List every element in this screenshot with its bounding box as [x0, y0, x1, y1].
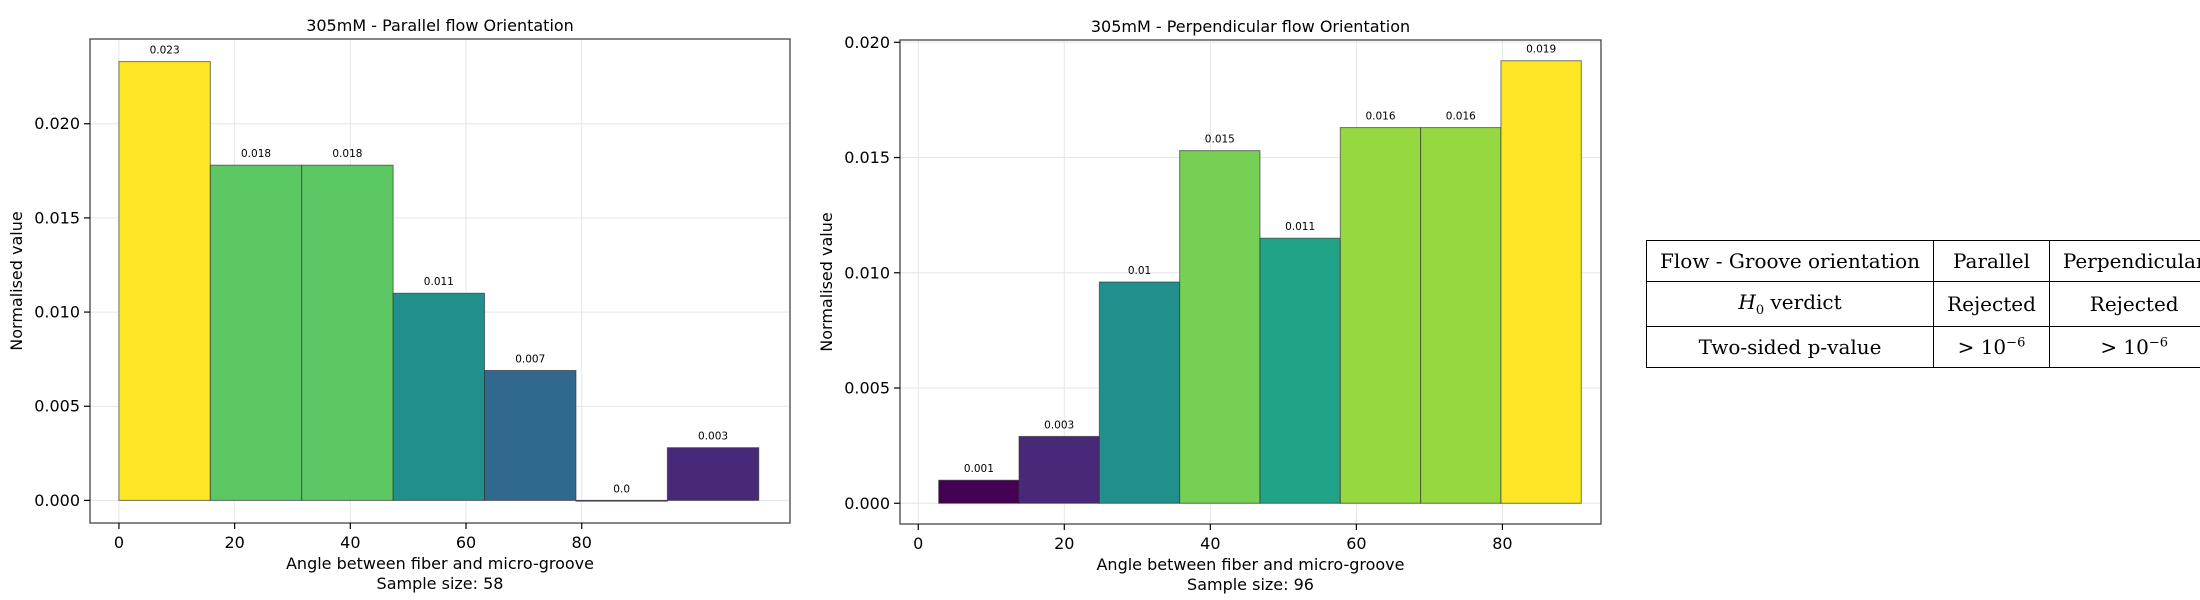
verdict-label-text: verdict [1764, 290, 1842, 314]
chart2-x-tick-label: 40 [1200, 534, 1220, 553]
chart1-y-tick-label: 0.005 [34, 397, 80, 416]
table-header-row: Flow - Groove orientation Parallel Perpe… [1645, 240, 2200, 282]
chart1-x-axis-label: Angle between fiber and micro-groove [286, 554, 594, 573]
chart2-bar-value-label: 0.019 [1526, 44, 1556, 56]
pvalue-perpendicular-exp: −6 [2148, 335, 2169, 351]
chart1-x-tick-label: 80 [572, 533, 592, 552]
chart1-axes-frame [89, 38, 791, 524]
pvalue-parallel-exp: −6 [2006, 335, 2026, 351]
chart2-axes-frame [899, 39, 1602, 525]
chart2-bar [1098, 281, 1181, 504]
pvalue-perpendicular: > 10−6 [2048, 326, 2200, 368]
chart1-bar-value-label: 0.011 [424, 276, 454, 288]
pvalue-parallel-base: > 10 [1957, 335, 2007, 359]
chart2-x-tick-label: 0 [913, 534, 923, 553]
chart1-title: 305mM - Parallel flow Orientation [306, 16, 574, 35]
chart1-x-tick-label: 0 [114, 533, 124, 552]
chart1-y-tick-label: 0.000 [34, 491, 80, 510]
chart2-bar-value-label: 0.003 [1044, 419, 1074, 431]
verdict-parallel: Rejected [1933, 281, 2050, 327]
pvalue-label: Two-sided p-value [1645, 326, 1935, 368]
chart2-bar [1259, 237, 1341, 504]
table-header-perpendicular: Perpendicular [2048, 240, 2200, 282]
chart1-y-tick-label: 0.015 [34, 208, 80, 227]
chart1-y-tick-label: 0.020 [34, 114, 80, 133]
chart2-title: 305mM - Perpendicular flow Orientation [1091, 17, 1410, 36]
verdict-label: H0 verdict [1645, 281, 1935, 327]
table-row-verdict: H0 verdict Rejected Rejected [1645, 281, 2200, 327]
chart2-y-tick-label: 0.000 [844, 494, 890, 513]
chart2-bar-value-label: 0.011 [1285, 221, 1315, 233]
chart2-x-tick-label: 60 [1346, 534, 1366, 553]
chart2-x-axis-sublabel: Sample size: 96 [1187, 575, 1314, 594]
chart1-bar [666, 447, 760, 501]
chart1-bar-value-label: 0.018 [332, 148, 362, 160]
chart2-x-tick-label: 20 [1054, 534, 1074, 553]
chart1-bar-value-label: 0.023 [150, 45, 180, 57]
chart1-bar [301, 164, 394, 501]
chart2-x-axis-label: Angle between fiber and micro-groove [1096, 555, 1404, 574]
chart1-y-tick-label: 0.010 [34, 303, 80, 322]
h-subscript: 0 [1755, 303, 1765, 318]
chart2-bar-value-label: 0.016 [1365, 111, 1395, 123]
chart1-bar [392, 292, 486, 501]
chart2-bar [1018, 435, 1100, 504]
chart1-bar [209, 164, 303, 501]
chart2-bar-value-label: 0.01 [1128, 265, 1151, 277]
h-symbol: H [1738, 290, 1756, 314]
chart2-bar-value-label: 0.015 [1205, 134, 1235, 146]
table-header-orientation: Flow - Groove orientation [1645, 240, 1935, 282]
chart2-x-tick-label: 80 [1492, 534, 1512, 553]
chart2-bar [1339, 127, 1422, 504]
verdict-perpendicular: Rejected [2048, 281, 2200, 327]
chart2-bar-value-label: 0.016 [1446, 111, 1476, 123]
pvalue-parallel: > 10−6 [1933, 326, 2050, 368]
chart2-bar [1500, 60, 1582, 504]
chart1-bar [118, 61, 211, 501]
chart1-x-tick-label: 40 [340, 533, 360, 552]
chart2-bar [1179, 150, 1261, 504]
table-header-parallel: Parallel [1933, 240, 2050, 282]
chart2-y-tick-label: 0.010 [844, 263, 890, 282]
table-row-pvalue: Two-sided p-value > 10−6 > 10−6 [1645, 326, 2200, 368]
chart1-x-tick-label: 20 [224, 533, 244, 552]
chart2-bar [938, 479, 1020, 504]
chart1-bar [484, 369, 577, 501]
chart1-bar-value-label: 0.018 [241, 148, 271, 160]
chart1-y-axis-label: Normalised value [7, 211, 26, 350]
pvalue-perpendicular-base: > 10 [2100, 335, 2149, 359]
chart2-bar-value-label: 0.001 [964, 463, 994, 475]
chart1-bar [575, 499, 668, 502]
chart2-y-tick-label: 0.020 [844, 33, 890, 52]
chart1-x-axis-sublabel: Sample size: 58 [377, 574, 504, 593]
stats-table: Flow - Groove orientation Parallel Perpe… [1645, 240, 2200, 368]
chart2-y-tick-label: 0.005 [844, 379, 890, 398]
chart1-bar-value-label: 0.007 [515, 353, 545, 365]
chart2-y-tick-label: 0.015 [844, 148, 890, 167]
chart2-bar [1420, 127, 1502, 504]
chart2-y-axis-label: Normalised value [817, 212, 836, 351]
chart1-bar-value-label: 0.0 [613, 483, 630, 495]
chart1-x-tick-label: 60 [456, 533, 476, 552]
chart1-bar-value-label: 0.003 [698, 431, 728, 443]
